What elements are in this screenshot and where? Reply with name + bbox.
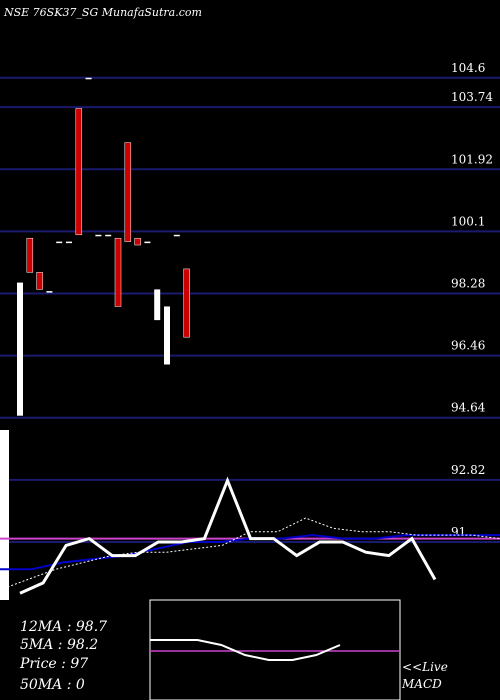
candle-up (46, 291, 53, 293)
legend-ma50: 50MA : 0 (20, 677, 85, 693)
candle-down (183, 268, 190, 338)
macd-line (150, 639, 341, 661)
candle-down (124, 142, 132, 242)
candle-down (134, 237, 141, 246)
y-tick-label: 98.28 (451, 276, 485, 290)
candle-up (105, 234, 112, 237)
candles (17, 77, 190, 416)
candle-up (173, 234, 180, 237)
macd-live-label: <<Live (402, 660, 448, 674)
candle-up (66, 241, 72, 244)
candle-down (26, 237, 34, 273)
candle-up (17, 282, 23, 416)
candle-up (56, 241, 63, 244)
y-tick-label: 92.82 (451, 463, 485, 477)
y-tick-label: 101.92 (451, 152, 493, 166)
candle-down (75, 108, 83, 236)
candle-up (85, 77, 92, 80)
volume-bar-left (0, 430, 9, 600)
y-tick-label: 104.6 (451, 61, 485, 75)
y-tick-label: 96.46 (451, 339, 485, 353)
candle-up (144, 241, 151, 244)
candle-up (154, 289, 161, 321)
candle-up (95, 234, 102, 237)
legend-ma5: 5MA : 98.2 (20, 637, 98, 653)
y-tick-label: 91 (451, 525, 466, 539)
candle-up (164, 306, 170, 365)
indicator-lines (0, 476, 500, 595)
legend-ma12: 12MA : 98.7 (20, 619, 107, 635)
candle-down (36, 272, 43, 290)
legend-price: Price : 97 (19, 656, 88, 672)
macd-panel (149, 599, 401, 700)
y-tick-label: 103.74 (451, 90, 493, 104)
chart-title: NSE 76SK37_SG MunafaSutra.com (3, 6, 202, 19)
macd-label: MACD (401, 677, 442, 691)
y-tick-labels: 104.6 103.74 101.92 100.1 98.28 96.46 94.64 92.… (451, 61, 493, 539)
moving-average-fast (19, 476, 437, 595)
candle-down (114, 237, 122, 307)
grid-lines (0, 76, 500, 543)
y-tick-label: 100.1 (451, 214, 485, 228)
y-tick-label: 94.64 (451, 401, 486, 415)
